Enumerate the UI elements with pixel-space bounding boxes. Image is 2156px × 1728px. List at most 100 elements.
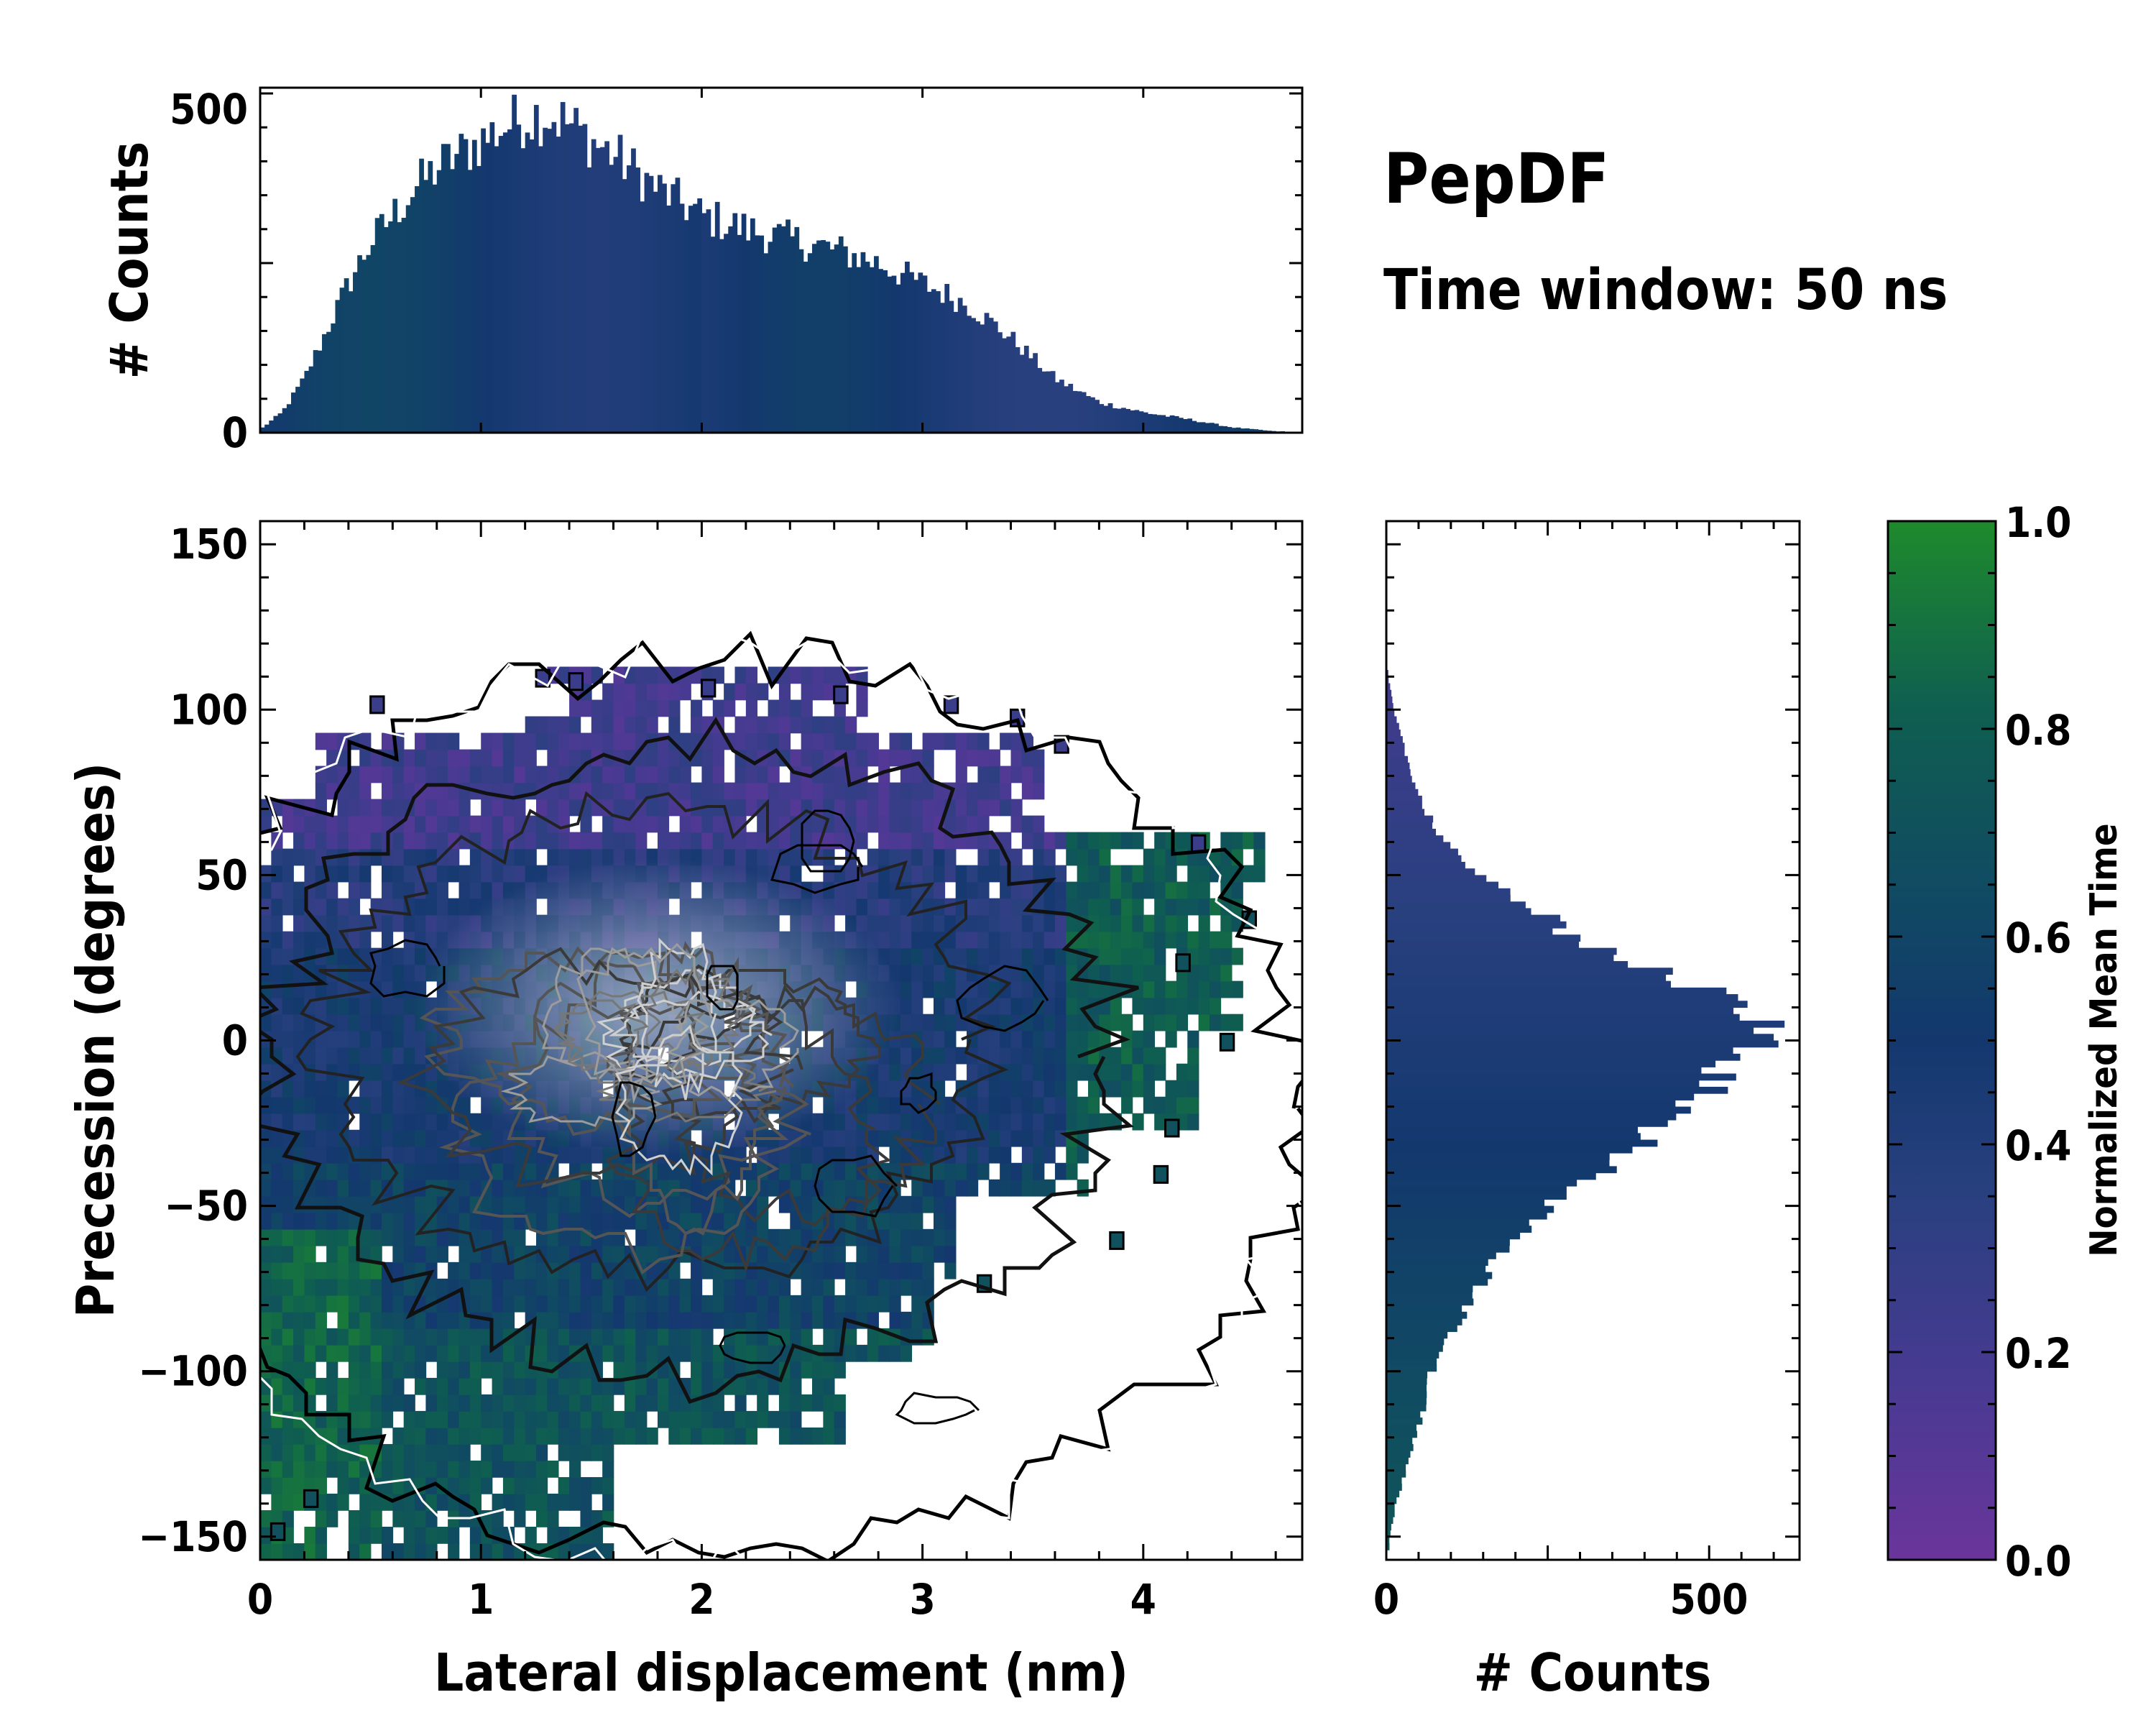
heatmap-cell — [1021, 766, 1034, 783]
heatmap-cell — [778, 1228, 791, 1246]
top-histogram-bar — [913, 280, 919, 433]
heatmap-cell — [1033, 980, 1045, 998]
heatmap-cell — [657, 832, 670, 850]
top-histogram-bar — [891, 275, 897, 433]
heatmap-cell — [657, 683, 670, 701]
heatmap-cell — [823, 1377, 835, 1395]
heatmap-cell — [845, 815, 857, 833]
heatmap-cell — [1054, 898, 1067, 916]
heatmap-cell — [282, 1427, 294, 1445]
heatmap-cell — [988, 799, 1000, 817]
top-histogram-bar — [397, 222, 402, 433]
heatmap-cell — [922, 1245, 934, 1263]
heatmap-cell — [1033, 1146, 1045, 1164]
heatmap-cell — [558, 1179, 570, 1197]
heatmap-cell — [502, 1179, 515, 1197]
heatmap-cell — [922, 799, 934, 817]
heatmap-cell — [701, 1361, 714, 1379]
top-histogram-bar — [1192, 420, 1197, 433]
heatmap-cell — [613, 683, 625, 701]
heatmap-cell — [745, 1311, 758, 1329]
heatmap-cell — [1143, 1047, 1155, 1065]
heatmap-cell — [591, 1278, 603, 1296]
top-histogram-bar — [525, 132, 530, 433]
heatmap-cell — [381, 1344, 394, 1362]
heatmap-cell — [525, 782, 537, 800]
heatmap-cell — [359, 1113, 372, 1131]
heatmap-cell — [977, 881, 990, 899]
top-histogram-bar — [737, 234, 742, 433]
heatmap-cell — [304, 1212, 316, 1230]
heatmap-cell — [900, 997, 913, 1015]
heatmap-cell — [624, 799, 637, 817]
heatmap-cell — [381, 1460, 394, 1478]
heatmap-cell — [823, 1394, 835, 1412]
top-histogram-bar — [432, 184, 438, 433]
heatmap-cell — [348, 1377, 361, 1395]
heatmap-cell — [348, 848, 361, 866]
heatmap-cell — [988, 931, 1000, 949]
heatmap-cell — [1088, 964, 1100, 982]
right-histogram-bar — [1386, 676, 1389, 684]
heatmap-cell — [1044, 832, 1056, 850]
heatmap-cell — [525, 1162, 537, 1180]
heatmap-cell — [1243, 832, 1255, 850]
heatmap-cell — [691, 832, 703, 850]
chart-title: PepDF — [1383, 139, 1609, 219]
heatmap-cell — [326, 1047, 338, 1065]
heatmap-cell — [492, 1443, 504, 1461]
heatmap-cell — [293, 1443, 305, 1461]
heatmap-cell — [1010, 732, 1023, 750]
density-contours — [260, 630, 1302, 1560]
heatmap-cell — [359, 1377, 372, 1395]
heatmap-cell — [911, 1228, 923, 1246]
heatmap-cell — [944, 1228, 957, 1246]
top-histogram-bar — [410, 197, 415, 433]
heatmap-cell — [436, 1129, 448, 1147]
heatmap-cell — [469, 1460, 482, 1478]
heatmap-cell — [502, 1410, 515, 1428]
heatmap-cell — [558, 732, 570, 750]
heatmap-cell — [679, 1311, 691, 1329]
top-histogram-bar — [838, 236, 844, 433]
heatmap-cell — [436, 1212, 448, 1230]
heatmap-cell — [425, 881, 438, 899]
right-histogram-bar — [1386, 755, 1409, 763]
heatmap-cell — [348, 782, 361, 800]
heatmap-cell — [646, 749, 658, 767]
heatmap-cell — [359, 1543, 372, 1560]
heatmap-cell — [1033, 749, 1045, 767]
heatmap-cell — [1165, 898, 1177, 916]
top-histogram-bar — [1054, 382, 1060, 433]
top-histogram-bar — [609, 165, 614, 433]
heatmap-outlier-cell — [1164, 1118, 1180, 1138]
heatmap-cell — [635, 782, 648, 800]
heatmap-cell — [878, 1096, 890, 1114]
heatmap-cell — [359, 1047, 372, 1065]
heatmap-cell — [646, 1311, 658, 1329]
heatmap-outlier-cell — [568, 672, 584, 691]
heatmap-cell — [315, 1212, 327, 1230]
top-histogram-bar — [865, 262, 870, 433]
heatmap-cell — [403, 980, 415, 998]
heatmap-cell — [370, 1344, 382, 1362]
heatmap-cell — [492, 1146, 504, 1164]
heatmap-cell — [944, 1212, 957, 1230]
heatmap-cell — [580, 815, 592, 833]
heatmap-cell — [469, 1344, 482, 1362]
heatmap-cell — [436, 1146, 448, 1164]
heatmap-cell — [282, 1443, 294, 1461]
right-histogram-bar — [1386, 1536, 1390, 1544]
heatmap-cell — [712, 832, 724, 850]
heatmap-cell — [1143, 914, 1155, 932]
heatmap-cell — [701, 1377, 714, 1395]
heatmap-cell — [459, 815, 471, 833]
heatmap-cell — [1044, 1096, 1056, 1114]
right-histogram-bar — [1386, 868, 1475, 876]
heatmap-cell — [359, 1443, 372, 1461]
top-histogram-bar — [1023, 345, 1029, 433]
heatmap-cell — [812, 716, 824, 734]
top-histogram-bar — [313, 350, 318, 433]
top-histogram-bar — [640, 201, 645, 433]
heatmap-cell — [900, 980, 913, 998]
